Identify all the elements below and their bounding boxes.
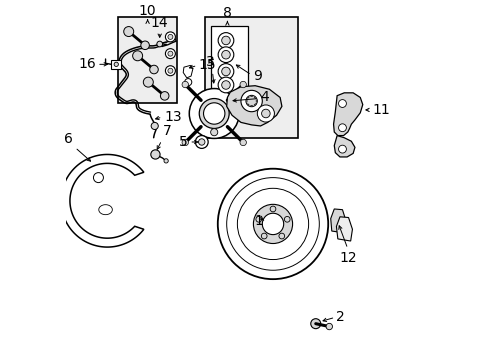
Text: 12: 12 [338, 251, 356, 265]
Bar [118, 17, 177, 103]
Text: 13: 13 [163, 110, 181, 124]
Circle shape [182, 81, 188, 88]
Circle shape [218, 64, 233, 79]
Circle shape [278, 233, 284, 239]
Circle shape [195, 136, 208, 148]
Circle shape [160, 91, 169, 100]
Polygon shape [333, 93, 362, 136]
Circle shape [237, 188, 308, 260]
Circle shape [165, 66, 175, 76]
Circle shape [218, 33, 233, 48]
Circle shape [167, 51, 173, 56]
Circle shape [240, 139, 246, 146]
Circle shape [132, 51, 142, 61]
Circle shape [165, 32, 175, 42]
Circle shape [218, 77, 233, 93]
Circle shape [189, 89, 239, 139]
Text: 7: 7 [163, 124, 172, 138]
Circle shape [150, 150, 160, 159]
Polygon shape [111, 60, 121, 69]
Circle shape [338, 124, 346, 132]
Circle shape [203, 103, 224, 124]
Text: 10: 10 [139, 4, 156, 18]
Circle shape [149, 65, 158, 74]
Polygon shape [61, 154, 143, 247]
Text: 11: 11 [371, 103, 389, 117]
Polygon shape [336, 217, 352, 241]
Text: 9: 9 [252, 69, 262, 83]
Circle shape [114, 62, 118, 67]
Polygon shape [334, 136, 354, 157]
Circle shape [240, 81, 246, 88]
Circle shape [325, 323, 332, 330]
Circle shape [151, 122, 158, 130]
Circle shape [184, 78, 191, 86]
Circle shape [253, 204, 292, 243]
Circle shape [221, 67, 230, 76]
Circle shape [143, 77, 153, 87]
Circle shape [245, 95, 257, 107]
Circle shape [338, 100, 346, 107]
Circle shape [221, 81, 230, 89]
Circle shape [261, 109, 269, 118]
Text: 8: 8 [223, 6, 231, 20]
Circle shape [93, 173, 103, 183]
Circle shape [210, 129, 217, 136]
Circle shape [284, 216, 289, 222]
Circle shape [198, 139, 204, 145]
Circle shape [255, 216, 261, 222]
Circle shape [338, 145, 346, 153]
Circle shape [257, 105, 274, 122]
Text: 14: 14 [151, 16, 168, 30]
Circle shape [310, 319, 320, 329]
Circle shape [165, 49, 175, 59]
Circle shape [221, 50, 230, 59]
Circle shape [141, 41, 149, 50]
Polygon shape [330, 209, 346, 233]
Text: 3: 3 [206, 55, 215, 69]
Circle shape [217, 169, 327, 279]
Circle shape [167, 68, 173, 73]
Circle shape [241, 90, 262, 112]
Circle shape [226, 177, 319, 270]
Circle shape [199, 99, 229, 129]
Bar [205, 17, 297, 139]
Circle shape [221, 36, 230, 45]
Text: 1: 1 [254, 214, 263, 228]
Circle shape [167, 35, 173, 39]
Circle shape [182, 139, 188, 146]
Bar [210, 26, 247, 96]
Polygon shape [226, 86, 281, 126]
Text: 2: 2 [336, 310, 345, 324]
Circle shape [269, 206, 275, 212]
Circle shape [262, 213, 283, 235]
Text: 4: 4 [259, 90, 268, 104]
Circle shape [157, 41, 162, 47]
Circle shape [163, 159, 168, 163]
Circle shape [218, 47, 233, 63]
Text: 6: 6 [64, 131, 73, 145]
Polygon shape [183, 66, 192, 78]
Circle shape [261, 233, 266, 239]
Text: 5: 5 [179, 135, 187, 149]
Text: 15: 15 [198, 58, 215, 72]
Text: 16: 16 [78, 57, 96, 71]
Circle shape [123, 27, 133, 36]
